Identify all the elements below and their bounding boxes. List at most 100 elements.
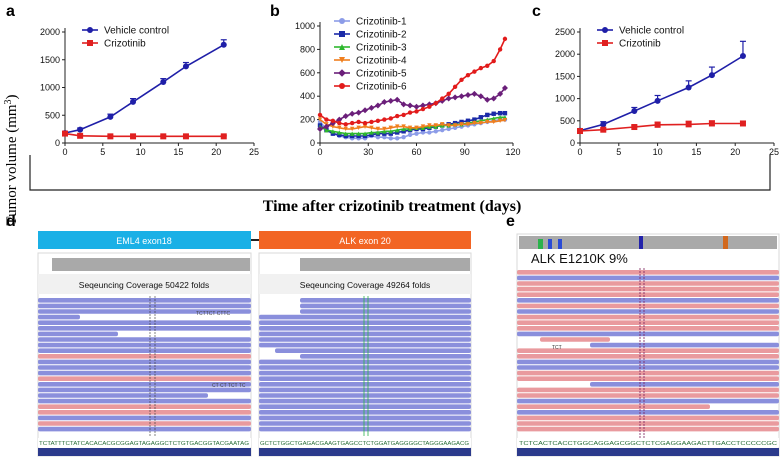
data-point bbox=[362, 131, 368, 136]
read-row bbox=[259, 398, 471, 404]
read-row bbox=[259, 421, 471, 426]
right-aa-track bbox=[259, 448, 471, 456]
data-point bbox=[395, 124, 400, 129]
read-row bbox=[38, 331, 118, 337]
read-row bbox=[517, 387, 779, 393]
data-point bbox=[77, 132, 84, 139]
read-row bbox=[517, 359, 779, 365]
shared-x-label: Time after crizotinib treatment (days) bbox=[263, 198, 522, 215]
read-row bbox=[38, 365, 251, 370]
x-tick-label: 25 bbox=[769, 147, 779, 157]
data-point bbox=[400, 101, 407, 108]
legend-marker bbox=[339, 83, 345, 89]
data-point bbox=[324, 117, 329, 122]
data-point bbox=[497, 110, 503, 116]
data-point bbox=[708, 120, 715, 127]
e-cov-blue-1 bbox=[548, 239, 552, 249]
data-point bbox=[600, 126, 607, 133]
read-row bbox=[38, 410, 251, 415]
read-row bbox=[259, 320, 471, 325]
y-axis-label: Tumor volume (mm3) bbox=[3, 94, 21, 225]
y-tick-label: 0 bbox=[310, 138, 315, 148]
legend-marker bbox=[87, 27, 93, 33]
data-point bbox=[497, 115, 503, 120]
data-point bbox=[654, 97, 661, 104]
legend-label: Vehicle control bbox=[619, 26, 684, 37]
y-tick-label: 1000 bbox=[295, 21, 315, 31]
read-row bbox=[517, 281, 779, 286]
data-point bbox=[490, 95, 497, 102]
data-point bbox=[160, 133, 167, 140]
data-point bbox=[382, 129, 387, 134]
data-point bbox=[368, 104, 375, 111]
e-read-text: TCT bbox=[552, 345, 562, 351]
data-point bbox=[491, 58, 496, 64]
data-point bbox=[491, 119, 496, 125]
right-seq-text: GCTCTGGCTGAGACGAAGTGAGCCTCTGGATGAGGGGCTA… bbox=[260, 441, 469, 447]
read-row bbox=[259, 415, 471, 421]
shared-bracket bbox=[29, 155, 771, 191]
data-point bbox=[459, 119, 464, 125]
y-tick-label: 0 bbox=[570, 138, 575, 148]
read-row bbox=[517, 320, 779, 325]
data-point bbox=[491, 116, 496, 121]
data-point bbox=[502, 117, 508, 123]
read-row bbox=[517, 354, 779, 359]
data-point bbox=[375, 134, 381, 140]
read-row bbox=[590, 342, 779, 348]
data-point bbox=[374, 102, 381, 109]
panel-e-igv: ALK E1210K 9% TCT TCTCACTCACCTGGCAGGAGCG… bbox=[516, 233, 780, 457]
read-row bbox=[38, 382, 251, 387]
data-point bbox=[419, 102, 426, 109]
data-point bbox=[433, 129, 438, 134]
data-point bbox=[375, 118, 381, 123]
y-label-main: Tumor volume (mm bbox=[4, 104, 20, 225]
data-point bbox=[484, 96, 491, 103]
data-point bbox=[459, 77, 464, 83]
data-point bbox=[349, 126, 355, 132]
data-point bbox=[317, 112, 323, 118]
read-row bbox=[259, 314, 471, 320]
data-point bbox=[369, 130, 374, 135]
data-point bbox=[440, 127, 445, 133]
left-seq-text: TCTATTTCTATCACACACGCGGAGTAGAGGCTCTGTGACG… bbox=[39, 441, 249, 447]
data-point bbox=[395, 136, 400, 141]
read-row bbox=[259, 376, 471, 381]
left-read-text-2: CT CT TCT TC bbox=[212, 383, 246, 389]
data-point bbox=[407, 110, 413, 115]
data-point bbox=[502, 36, 508, 42]
data-point bbox=[182, 133, 189, 140]
data-point bbox=[407, 132, 413, 138]
data-point bbox=[631, 108, 638, 115]
data-point bbox=[317, 125, 323, 132]
data-point bbox=[446, 123, 451, 128]
data-point bbox=[433, 101, 438, 106]
data-point bbox=[478, 115, 484, 120]
data-point bbox=[485, 119, 490, 125]
read-row bbox=[38, 320, 251, 325]
data-point bbox=[394, 96, 401, 103]
legend-label: Crizotinib-2 bbox=[356, 30, 407, 41]
data-point bbox=[407, 125, 413, 130]
e-cov-mark-orange bbox=[723, 236, 728, 249]
y-tick-label: 200 bbox=[300, 115, 315, 125]
read-row bbox=[517, 326, 779, 331]
read-row bbox=[259, 326, 471, 331]
data-point bbox=[420, 106, 426, 112]
read-row bbox=[38, 370, 251, 376]
read-row bbox=[517, 309, 779, 314]
y-label-sup: 3 bbox=[3, 99, 14, 104]
data-point bbox=[427, 130, 432, 135]
right-seq-track bbox=[259, 438, 471, 447]
read-row bbox=[38, 354, 251, 359]
series-line bbox=[64, 132, 224, 138]
data-point bbox=[330, 131, 336, 136]
alk-track-bar bbox=[259, 231, 471, 249]
data-point bbox=[362, 120, 368, 126]
panel-b-label: b bbox=[270, 3, 280, 20]
read-row bbox=[259, 337, 471, 342]
read-row bbox=[259, 410, 471, 415]
data-point bbox=[440, 122, 445, 127]
read-row bbox=[517, 314, 779, 320]
read-row bbox=[517, 303, 779, 309]
